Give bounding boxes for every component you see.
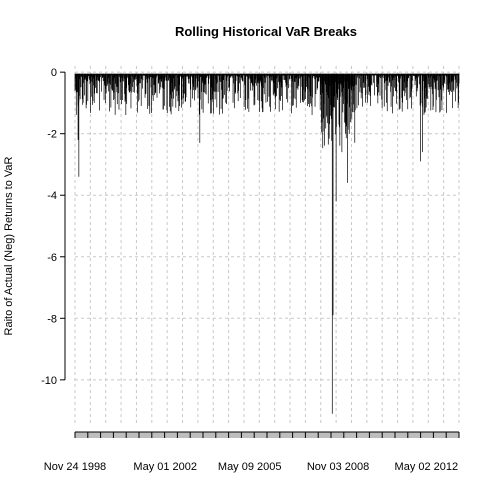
y-tick-label: -8: [47, 313, 57, 325]
y-tick-label: -6: [47, 252, 57, 264]
x-tick-label: Nov 24 1998: [44, 461, 106, 473]
grid-layer: [74, 66, 460, 426]
y-tick-label: -4: [47, 190, 57, 202]
axis-layer: 0 -2 -4 -6 -8 -10: [41, 67, 460, 438]
x-tick-label: May 02 2012: [395, 461, 459, 473]
y-tick-label: 0: [51, 67, 57, 79]
y-axis-label: Raito of Actual (Neg) Returns to VaR: [3, 156, 15, 335]
bars-layer: [74, 73, 460, 414]
y-tick-label: -2: [47, 129, 57, 141]
x-tick-label: Nov 03 2008: [307, 461, 369, 473]
y-tick-label: -10: [41, 375, 57, 387]
x-tick-labels: Nov 24 1998 May 01 2002 May 09 2005 Nov 03 …: [44, 461, 458, 473]
chart-title: Rolling Historical VaR Breaks: [175, 24, 357, 39]
x-tick-label: May 09 2005: [218, 461, 282, 473]
x-tick-label: May 01 2002: [133, 461, 197, 473]
